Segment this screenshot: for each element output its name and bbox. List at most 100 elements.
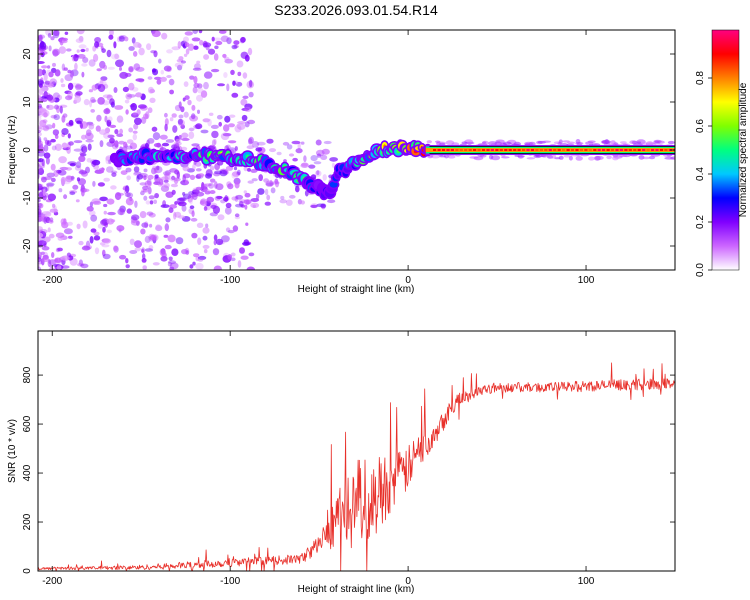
heatmap-noise-blob <box>90 99 97 103</box>
heatmap-noise-blob <box>166 75 172 78</box>
heatmap-noise-blob <box>126 139 134 145</box>
colorbar-tick-label: 0.8 <box>695 71 706 85</box>
heatmap-noise-blob <box>142 253 146 260</box>
heatmap-carrier-segment <box>526 149 530 151</box>
heatmap-noise-blob <box>77 262 85 267</box>
heatmap-noise-blob <box>258 174 264 182</box>
heatmap-noise-blob <box>180 124 185 130</box>
spectrogram-y-axis-label: Frequency (Hz) <box>7 116 18 185</box>
heatmap-noise-blob <box>81 245 91 251</box>
heatmap-noise-blob <box>280 195 285 200</box>
heatmap-noise-blob <box>173 141 182 146</box>
heatmap-noise-blob <box>575 139 581 144</box>
spectrogram-y-tick-label: 0 <box>22 147 33 153</box>
heatmap-noise-blob <box>116 192 125 196</box>
heatmap-noise-blob <box>38 211 42 218</box>
heatmap-noise-blob <box>83 98 90 106</box>
heatmap-noise-blob <box>177 41 182 49</box>
heatmap-carrier-segment <box>553 149 557 151</box>
heatmap-noise-blob <box>308 164 316 169</box>
heatmap-noise-blob <box>41 257 50 263</box>
heatmap-noise-blob <box>209 190 216 194</box>
snr-x-tick-label: -200 <box>42 576 62 587</box>
heatmap-noise-blob <box>250 202 260 208</box>
heatmap-noise-blob <box>43 73 48 81</box>
heatmap-noise-blob <box>211 68 220 73</box>
heatmap-noise-blob <box>316 170 320 176</box>
heatmap-noise-blob <box>165 191 174 198</box>
heatmap-noise-blob <box>131 37 136 44</box>
heatmap-carrier-segment <box>579 149 583 151</box>
heatmap-noise-blob <box>153 181 161 186</box>
heatmap-noise-blob <box>269 148 276 153</box>
heatmap-carrier-segment <box>602 149 606 151</box>
heatmap-noise-blob <box>96 114 102 122</box>
heatmap-noise-blob <box>136 174 144 180</box>
heatmap-noise-blob <box>163 171 171 176</box>
heatmap-noise-blob <box>288 153 295 157</box>
snr-x-axis-label: Height of straight line (km) <box>298 584 415 595</box>
heatmap-carrier-segment <box>535 149 539 151</box>
heatmap-noise-blob <box>177 64 183 71</box>
heatmap-noise-blob <box>48 259 57 265</box>
heatmap-noise-blob <box>246 266 256 270</box>
heatmap-noise-blob <box>173 211 177 220</box>
heatmap-noise-blob <box>236 123 241 128</box>
colorbar-gradient <box>712 30 739 270</box>
heatmap-noise-blob <box>196 94 203 102</box>
heatmap-noise-blob <box>153 50 158 58</box>
heatmap-noise-blob <box>169 117 174 122</box>
heatmap-noise-blob <box>38 232 44 239</box>
heatmap-noise-blob <box>548 154 557 159</box>
heatmap-noise-blob <box>109 137 115 144</box>
snr-panel: -200 -100 0 100 0 200 400 600 800 Height of str… <box>7 330 676 595</box>
heatmap-noise-blob <box>106 166 114 173</box>
heatmap-noise-blob <box>149 200 154 205</box>
heatmap-noise-blob <box>248 136 254 144</box>
heatmap-noise-blob <box>43 152 51 159</box>
heatmap-noise-blob <box>73 140 83 144</box>
heatmap-noise-blob <box>65 175 73 183</box>
heatmap-noise-blob <box>479 154 487 158</box>
heatmap-noise-blob <box>236 60 244 68</box>
heatmap-noise-blob <box>435 140 441 143</box>
heatmap-noise-blob <box>92 180 96 187</box>
heatmap-noise-blob <box>211 36 215 42</box>
heatmap-noise-blob <box>195 168 202 172</box>
heatmap-noise-blob <box>133 51 138 57</box>
heatmap-noise-blob <box>192 261 196 266</box>
heatmap-noise-blob <box>40 125 50 131</box>
heatmap-noise-blob <box>297 142 301 150</box>
heatmap-noise-blob <box>113 245 119 252</box>
heatmap-noise-blob <box>320 154 328 160</box>
heatmap-noise-blob <box>200 90 208 98</box>
heatmap-noise-blob <box>58 46 67 54</box>
heatmap-noise-blob <box>149 97 156 104</box>
heatmap-noise-blob <box>588 156 595 161</box>
heatmap-noise-blob <box>105 156 111 165</box>
heatmap-noise-blob <box>234 213 240 218</box>
heatmap-noise-blob <box>102 226 106 233</box>
heatmap-noise-blob <box>69 70 74 78</box>
heatmap-noise-blob <box>171 46 181 51</box>
heatmap-noise-blob <box>109 124 117 128</box>
heatmap-noise-blob <box>106 198 115 205</box>
heatmap-noise-blob <box>147 76 153 80</box>
heatmap-noise-blob <box>51 252 55 258</box>
heatmap-noise-blob <box>139 182 147 186</box>
heatmap-carrier-segment <box>664 149 668 151</box>
heatmap-noise-blob <box>127 94 136 98</box>
heatmap-noise-blob <box>191 210 195 217</box>
heatmap-noise-blob <box>266 138 274 144</box>
heatmap-noise-blob <box>63 194 68 200</box>
heatmap-noise-blob <box>126 192 134 198</box>
heatmap-noise-blob <box>134 200 138 208</box>
heatmap-noise-blob <box>168 207 174 213</box>
heatmap-noise-blob <box>203 54 210 60</box>
snr-plot-area <box>38 331 675 571</box>
heatmap-noise-blob <box>153 199 158 204</box>
heatmap-noise-blob <box>151 126 158 132</box>
heatmap-noise-blob <box>226 83 230 92</box>
heatmap-noise-blob <box>126 145 133 150</box>
heatmap-noise-blob <box>220 132 230 141</box>
